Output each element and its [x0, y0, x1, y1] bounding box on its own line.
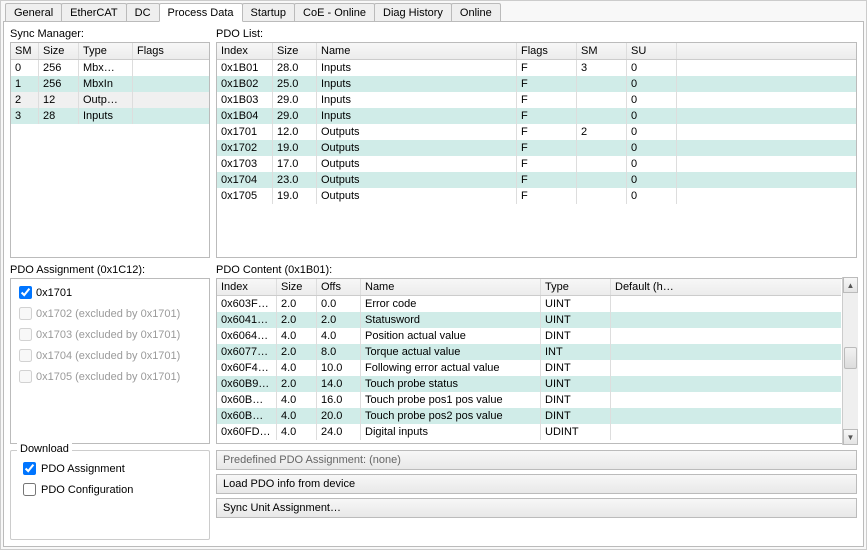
table-row[interactable]: 0x1B0329.0InputsF0	[217, 92, 856, 108]
column-header[interactable]: Type	[541, 279, 611, 295]
table-row[interactable]: 0x170519.0OutputsF0	[217, 188, 856, 204]
pdo-assign-item: 0x1705 (excluded by 0x1701)	[15, 366, 205, 387]
column-header[interactable]: Name	[361, 279, 541, 295]
table-row[interactable]: 0x60B…4.016.0Touch probe pos1 pos valueD…	[217, 392, 841, 408]
table-row[interactable]: 0x170423.0OutputsF0	[217, 172, 856, 188]
pdo-assign-label: 0x1703 (excluded by 0x1701)	[36, 329, 180, 341]
pdo-assign-label: 0x1702 (excluded by 0x1701)	[36, 308, 180, 320]
pdo-content-panel: PDO Content (0x1B01): IndexSizeOffsNameT…	[216, 264, 857, 444]
column-header[interactable]: Flags	[133, 43, 209, 59]
table-row[interactable]: 0x6041…2.02.0StatuswordUINT	[217, 312, 841, 328]
table-row[interactable]: 0x170219.0OutputsF0	[217, 140, 856, 156]
pdo-config-checkbox-label[interactable]: PDO Configuration	[41, 484, 133, 496]
tab-startup[interactable]: Startup	[242, 3, 295, 21]
table-row[interactable]: 0256Mbx…	[11, 60, 209, 76]
pdo-assign-checkbox	[19, 328, 32, 341]
table-row[interactable]: 0x60B9…2.014.0Touch probe statusUINT	[217, 376, 841, 392]
pdo-assign-item[interactable]: 0x1701	[15, 282, 205, 303]
process-data-dialog: GeneralEtherCATDCProcess DataStartupCoE …	[0, 0, 867, 550]
table-row[interactable]: 0x60B…4.020.0Touch probe pos2 pos valueD…	[217, 408, 841, 424]
column-header[interactable]: Size	[273, 43, 317, 59]
pdo-list-label: PDO List:	[216, 28, 857, 40]
action-buttons: Predefined PDO Assignment: (none) Load P…	[216, 450, 857, 540]
scroll-up-icon[interactable]: ▲	[843, 277, 858, 293]
dialog-body: Sync Manager: SMSizeTypeFlags 0256Mbx…12…	[3, 22, 864, 547]
table-row[interactable]: 0x6077…2.08.0Torque actual valueINT	[217, 344, 841, 360]
table-row[interactable]: 0x170317.0OutputsF0	[217, 156, 856, 172]
column-header[interactable]: Index	[217, 279, 277, 295]
column-header[interactable]: Index	[217, 43, 273, 59]
table-row[interactable]: 0x1B0128.0InputsF30	[217, 60, 856, 76]
pdo-assign-checkbox	[19, 370, 32, 383]
column-header[interactable]: Default (h…	[611, 279, 841, 295]
pdo-assign-item: 0x1703 (excluded by 0x1701)	[15, 324, 205, 345]
tab-ethercat[interactable]: EtherCAT	[61, 3, 126, 21]
column-header[interactable]: SM	[11, 43, 39, 59]
tab-online[interactable]: Online	[451, 3, 501, 21]
column-header[interactable]: Name	[317, 43, 517, 59]
table-row[interactable]: 1256MbxIn	[11, 76, 209, 92]
pdo-assign-item: 0x1702 (excluded by 0x1701)	[15, 303, 205, 324]
pdo-assign-label: 0x1701	[36, 287, 72, 299]
pdo-assignment-checkbox[interactable]	[23, 462, 36, 475]
table-row[interactable]: 0x1B0429.0InputsF0	[217, 108, 856, 124]
pdo-assign-item: 0x1704 (excluded by 0x1701)	[15, 345, 205, 366]
column-header[interactable]: SM	[577, 43, 627, 59]
download-label: Download	[17, 443, 72, 455]
tab-process-data[interactable]: Process Data	[159, 3, 243, 22]
tab-general[interactable]: General	[5, 3, 62, 21]
scroll-down-icon[interactable]: ▼	[843, 429, 858, 445]
pdo-assign-checkbox	[19, 349, 32, 362]
scroll-thumb[interactable]	[844, 347, 857, 369]
pdo-list-panel: PDO List: IndexSizeNameFlagsSMSU 0x1B012…	[216, 28, 857, 258]
pdo-assignment-label: PDO Assignment (0x1C12):	[10, 264, 210, 276]
download-group: Download PDO Assignment PDO Configuratio…	[10, 450, 210, 540]
tab-coe-online[interactable]: CoE - Online	[294, 3, 375, 21]
pdo-assign-label: 0x1704 (excluded by 0x1701)	[36, 350, 180, 362]
table-row[interactable]: 328Inputs	[11, 108, 209, 124]
table-row[interactable]: 0x6064…4.04.0Position actual valueDINT	[217, 328, 841, 344]
pdo-assignment-list[interactable]: 0x1701 0x1702 (excluded by 0x1701) 0x1703 …	[10, 278, 210, 444]
pdo-config-checkbox[interactable]	[23, 483, 36, 496]
pdo-assign-label: 0x1705 (excluded by 0x1701)	[36, 371, 180, 383]
table-row[interactable]: 0x1B0225.0InputsF0	[217, 76, 856, 92]
column-header[interactable]: Flags	[517, 43, 577, 59]
pdo-content-label: PDO Content (0x1B01):	[216, 264, 857, 276]
tab-strip: GeneralEtherCATDCProcess DataStartupCoE …	[3, 3, 864, 22]
column-header[interactable]: Size	[277, 279, 317, 295]
tab-dc[interactable]: DC	[126, 3, 160, 21]
table-row[interactable]: 212Outp…	[11, 92, 209, 108]
sync-manager-list[interactable]: SMSizeTypeFlags 0256Mbx…1256MbxIn212Outp…	[10, 42, 210, 258]
table-row[interactable]: 0x170112.0OutputsF20	[217, 124, 856, 140]
column-header[interactable]	[677, 43, 856, 59]
column-header[interactable]: Size	[39, 43, 79, 59]
pdo-content-list[interactable]: IndexSizeOffsNameTypeDefault (h… 0x603F……	[216, 278, 857, 444]
pdo-assign-checkbox	[19, 307, 32, 320]
sync-unit-button[interactable]: Sync Unit Assignment…	[216, 498, 857, 518]
table-row[interactable]: 0x60F4…4.010.0Following error actual val…	[217, 360, 841, 376]
load-pdo-button[interactable]: Load PDO info from device	[216, 474, 857, 494]
sync-manager-panel: Sync Manager: SMSizeTypeFlags 0256Mbx…12…	[10, 28, 210, 258]
column-header[interactable]: Type	[79, 43, 133, 59]
pdo-list[interactable]: IndexSizeNameFlagsSMSU 0x1B0128.0InputsF…	[216, 42, 857, 258]
vertical-scrollbar[interactable]: ▲ ▼	[842, 277, 858, 445]
table-row[interactable]: 0x603F…2.00.0Error codeUINT	[217, 296, 841, 312]
pdo-assignment-panel: PDO Assignment (0x1C12): 0x1701 0x1702 (e…	[10, 264, 210, 444]
table-row[interactable]: 0x60FD…4.024.0Digital inputsUDINT	[217, 424, 841, 440]
pdo-assign-checkbox[interactable]	[19, 286, 32, 299]
tab-diag-history[interactable]: Diag History	[374, 3, 452, 21]
column-header[interactable]: SU	[627, 43, 677, 59]
predefined-pdo-button[interactable]: Predefined PDO Assignment: (none)	[216, 450, 857, 470]
pdo-assignment-checkbox-label[interactable]: PDO Assignment	[41, 463, 125, 475]
column-header[interactable]: Offs	[317, 279, 361, 295]
sync-manager-label: Sync Manager:	[10, 28, 210, 40]
